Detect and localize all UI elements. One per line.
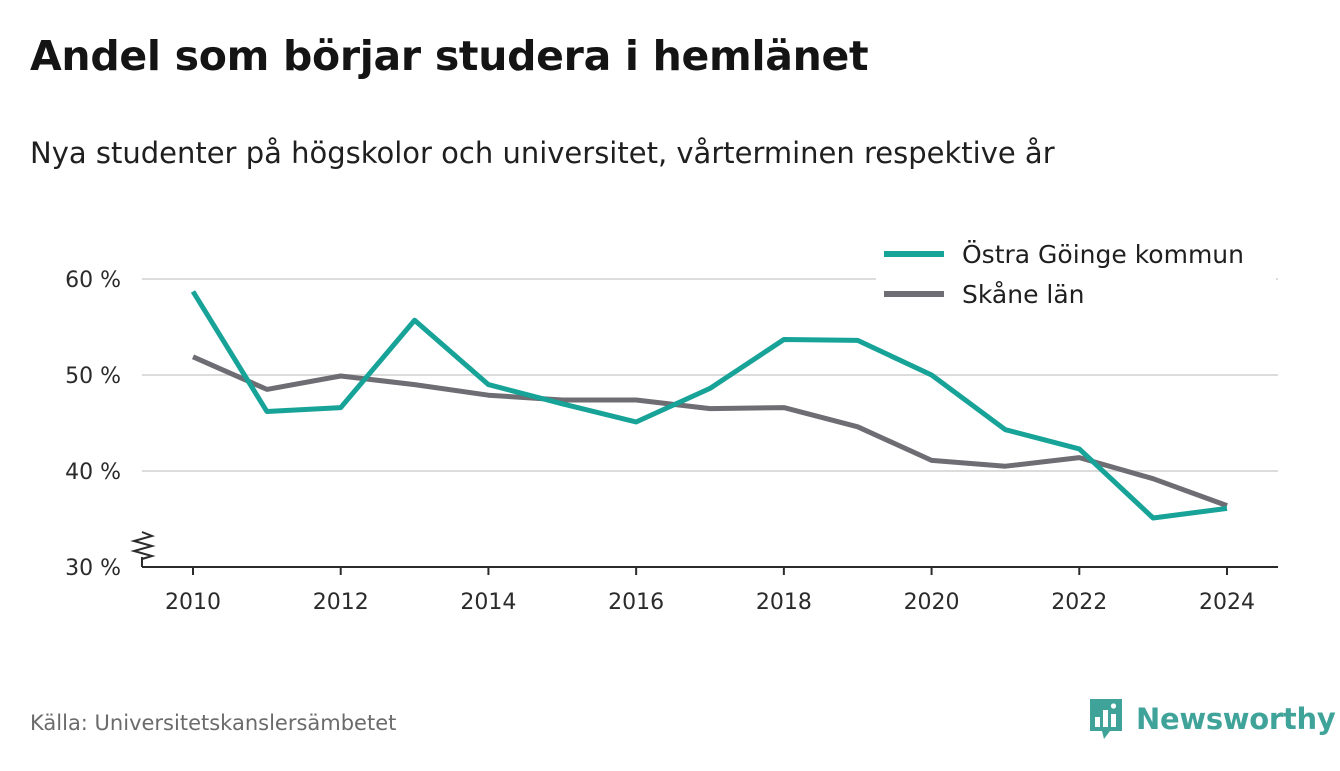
series-line-skane: [191, 354, 1228, 508]
bar-chart-speech-bubble-icon: [1090, 699, 1122, 739]
x-tick-label: 2014: [460, 590, 516, 615]
newsworthy-logo: Newsworthy: [1088, 697, 1336, 741]
legend-background: [876, 232, 1276, 320]
brand-name: Newsworthy: [1136, 702, 1336, 736]
x-tick-label: 2024: [1199, 590, 1255, 615]
chart-subtitle: Nya studenter på högskolor och universit…: [30, 136, 1055, 170]
legend: Östra Göinge kommun Skåne län: [884, 240, 1244, 309]
x-tick-label: 2022: [1051, 590, 1107, 615]
chart-title: Andel som börjar studera i hemlänet: [30, 32, 869, 80]
y-tick-label: 60 %: [65, 268, 121, 293]
axis-break-icon: [130, 531, 156, 560]
series-line-ostra-goinge: [190, 290, 1228, 521]
axes: 30 % 40 % 50 % 60 % 2010 2012 2014 2016 2018 2020…: [65, 268, 1278, 615]
x-tick-label: 2016: [608, 590, 664, 615]
x-tick-label: 2018: [756, 590, 812, 615]
y-tick-label: 50 %: [65, 364, 121, 389]
series-lines: [190, 290, 1228, 521]
y-tick-label: 30 %: [65, 556, 121, 581]
x-tick-label: 2010: [165, 590, 221, 615]
legend-background-rect: [876, 232, 1276, 320]
y-tick-label: 40 %: [65, 460, 121, 485]
legend-label-skane: Skåne län: [962, 280, 1085, 309]
x-tick-label: 2012: [313, 590, 369, 615]
line-chart: 30 % 40 % 50 % 60 % 2010 2012 2014 2016 2018 2020…: [65, 232, 1278, 615]
x-tick-label: 2020: [904, 590, 960, 615]
source-note: Källa: Universitetskanslersämbetet: [30, 711, 397, 735]
legend-label-ostra-goinge: Östra Göinge kommun: [962, 240, 1244, 269]
